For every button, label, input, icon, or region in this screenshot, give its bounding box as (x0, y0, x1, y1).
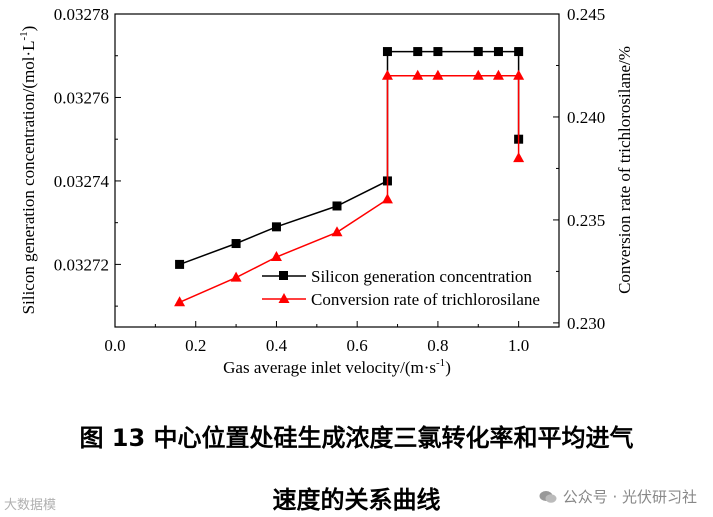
series-layer (174, 47, 525, 307)
legend-label-silicon: Silicon generation concentration (311, 267, 532, 286)
data-point-silicon (231, 239, 241, 249)
legend-marker-silicon (279, 271, 288, 280)
legend-marker-conversion (278, 293, 290, 303)
right-axis-label: Conversion rate of trichlorosilane/% (615, 46, 634, 294)
data-point-silicon (332, 201, 342, 211)
left-tick-label: 0.03272 (54, 255, 109, 274)
chart: 0.0 0.2 0.4 0.6 0.8 1.0 0.03272 0.03274 0.03276… (18, 5, 634, 377)
data-point-silicon (382, 47, 392, 57)
right-tick-label: 0.235 (567, 211, 605, 230)
data-point-silicon (473, 47, 483, 57)
x-tick-label: 0.6 (347, 336, 368, 355)
data-point-silicon (175, 259, 185, 269)
x-tick-label: 0.2 (185, 336, 206, 355)
left-tick-label: 0.03274 (54, 172, 110, 191)
data-point-conversion (381, 69, 393, 80)
data-point-conversion (513, 152, 525, 163)
x-tick-label: 1.0 (508, 336, 529, 355)
data-point-conversion (513, 69, 525, 80)
data-point-conversion (270, 250, 282, 261)
right-axis-ticks: 0.230 0.235 0.240 0.245 (553, 5, 605, 333)
series-line-silicon (179, 50, 520, 266)
data-point-conversion (381, 193, 393, 204)
right-tick-label: 0.245 (567, 5, 605, 24)
right-tick-label: 0.240 (567, 108, 605, 127)
data-point-silicon (433, 47, 443, 57)
x-tick-label: 0.4 (266, 336, 288, 355)
data-point-silicon (413, 47, 423, 57)
data-point-conversion (174, 296, 186, 307)
data-point-silicon (514, 47, 524, 57)
figure-caption-line1: 图 13 中心位置处硅生成浓度三氯转化率和平均进气 (79, 424, 634, 452)
watermark-right: 公众号 · 光伏研习社 (539, 486, 697, 507)
legend-label-conversion: Conversion rate of trichlorosilane (311, 290, 540, 309)
left-tick-label: 0.03278 (54, 5, 109, 24)
series-line-conversion (179, 75, 520, 303)
data-point-conversion (331, 226, 343, 237)
data-point-conversion (472, 69, 484, 80)
data-point-conversion (432, 69, 444, 80)
watermark-right-text: 公众号 · 光伏研习社 (562, 488, 697, 506)
data-point-conversion (492, 69, 504, 80)
data-point-conversion (412, 69, 424, 80)
x-tick-label: 0.0 (104, 336, 125, 355)
figure-caption-line2: 速度的关系曲线 (272, 486, 441, 514)
left-axis-label: Silicon generation concentration/(mol·L-… (18, 26, 38, 315)
left-tick-label: 0.03276 (54, 88, 109, 107)
x-axis-label: Gas average inlet velocity/(m·s-1) (223, 357, 451, 377)
wechat-icon (539, 491, 557, 503)
x-axis-ticks: 0.0 0.2 0.4 0.6 0.8 1.0 (104, 321, 560, 355)
x-tick-label: 0.8 (427, 336, 448, 355)
data-point-conversion (230, 271, 242, 282)
data-point-silicon (493, 47, 503, 57)
plot-frame (114, 13, 560, 328)
right-tick-label: 0.230 (567, 314, 605, 333)
left-axis-ticks: 0.03272 0.03274 0.03276 0.03278 (54, 5, 121, 307)
watermark-left: 大数据模 (4, 498, 57, 513)
legend: Silicon generation concentration Convers… (262, 267, 540, 309)
data-point-silicon (271, 222, 281, 232)
